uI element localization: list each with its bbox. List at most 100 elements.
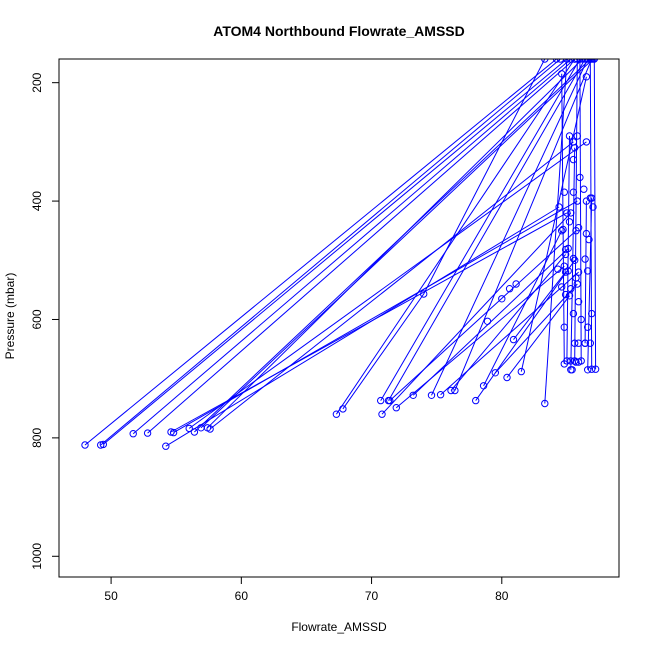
data-point-5-1 [143, 429, 152, 437]
scatter-point-39 [573, 132, 581, 140]
series-layer [81, 59, 600, 450]
data-point-7-2 [563, 209, 571, 217]
series-line-19 [389, 230, 577, 401]
chart-title: ATOM4 Northbound Flowrate_AMSSD [213, 23, 464, 39]
scatter-point-37 [574, 358, 583, 366]
scatter-point-18 [584, 267, 592, 275]
data-point-33-2 [558, 70, 566, 78]
scatter-point-21 [572, 274, 580, 282]
x-axis-title: Flowrate_AMSSD [291, 620, 387, 634]
series-line-37 [579, 59, 582, 361]
scatter-point-40 [569, 155, 578, 164]
y-tick-label-1000: 1000 [30, 543, 44, 570]
scatter-point-16 [569, 254, 578, 263]
data-point-36-2 [573, 59, 581, 63]
series-line-25 [454, 59, 593, 391]
data-point-6-1 [162, 442, 170, 450]
scatter-point-5 [560, 188, 568, 196]
scatter-point-25 [574, 298, 583, 306]
scatter-point-24 [561, 290, 570, 299]
series-line-41 [593, 59, 597, 370]
scatter-point-34 [586, 339, 594, 347]
data-point-6-2 [555, 203, 563, 211]
x-tick-label-50: 50 [104, 589, 118, 603]
data-point-24-1 [447, 386, 455, 395]
x-tick-label-70: 70 [365, 589, 379, 603]
data-point-34-1 [563, 357, 571, 365]
scatter-point-28 [577, 315, 585, 324]
data-point-25-1 [451, 386, 459, 395]
series-line-27 [483, 230, 563, 387]
data-point-15-1 [339, 405, 347, 413]
scatter-point-17 [581, 255, 589, 263]
data-point-14-2 [571, 59, 579, 63]
series-line-2 [100, 59, 561, 446]
data-point-13-1 [206, 425, 214, 433]
scatter-point-36 [572, 358, 580, 366]
data-point-4-1 [129, 430, 137, 438]
data-point-27-2 [558, 227, 566, 235]
data-point-32-2 [563, 59, 571, 63]
data-point-31-1 [517, 367, 525, 376]
data-point-15-2 [420, 290, 428, 298]
data-point-22-1 [427, 391, 436, 399]
scatter-point-30 [584, 323, 592, 331]
scatter-point-9 [589, 203, 597, 211]
series-line-32 [544, 59, 568, 404]
data-point-21-1 [409, 391, 417, 399]
data-point-23-1 [436, 391, 445, 399]
scatter-point-26 [569, 309, 578, 318]
series-line-14 [335, 59, 576, 415]
scatter-point-32 [571, 339, 579, 347]
data-point-39-1 [584, 366, 592, 374]
data-point-8-1 [169, 428, 178, 437]
scatter-point-4 [512, 280, 520, 288]
scatter-point-14 [585, 235, 593, 244]
scatter-point-7 [580, 185, 588, 193]
series-line-4 [132, 59, 572, 435]
data-point-26-1 [472, 396, 480, 405]
data-point-26-2 [571, 256, 579, 264]
data-point-9-2 [582, 138, 591, 146]
y-tick-label-200: 200 [30, 72, 44, 92]
scatter-point-20 [554, 265, 562, 273]
y-tick-label-600: 600 [30, 309, 44, 329]
data-point-41-1 [591, 365, 600, 373]
y-tick-label-400: 400 [30, 191, 44, 211]
scatter-point-3 [498, 295, 506, 303]
data-point-16-1 [377, 396, 385, 405]
data-point-15-3 [541, 59, 549, 63]
scatter-point-35 [567, 357, 575, 365]
scatter-point-33 [581, 339, 589, 347]
series-line-11 [200, 59, 594, 429]
data-point-35-2 [571, 144, 579, 152]
y-tick-label-800: 800 [30, 428, 44, 448]
series-line-30 [513, 271, 566, 340]
plot-area [81, 59, 600, 450]
data-point-22-2 [584, 59, 592, 63]
scatter-point-8 [586, 194, 594, 202]
data-point-24-2 [561, 250, 570, 259]
scatter-point-22 [558, 283, 566, 291]
data-point-10-1 [190, 428, 199, 436]
scatter-point-27 [588, 309, 596, 318]
data-point-3-1 [99, 440, 108, 449]
data-point-2-2 [556, 59, 565, 63]
plot-frame [58, 58, 620, 578]
series-line-26 [475, 260, 576, 401]
data-point-9-1 [185, 424, 193, 433]
series-line-1 [84, 59, 557, 446]
data-point-1-1 [81, 441, 89, 449]
series-line-40 [589, 59, 593, 370]
scatter-point-38 [568, 366, 576, 374]
data-point-18-2 [581, 59, 589, 63]
series-line-33 [561, 73, 565, 364]
scatter-point-1 [483, 317, 492, 325]
scatter-point-11 [559, 225, 567, 234]
series-line-12 [207, 59, 583, 429]
data-point-20-1 [392, 404, 400, 412]
data-point-29-1 [503, 373, 511, 382]
data-point-40-2 [586, 59, 594, 63]
series-line-15 [342, 59, 546, 410]
scatter-point-19 [564, 267, 572, 275]
